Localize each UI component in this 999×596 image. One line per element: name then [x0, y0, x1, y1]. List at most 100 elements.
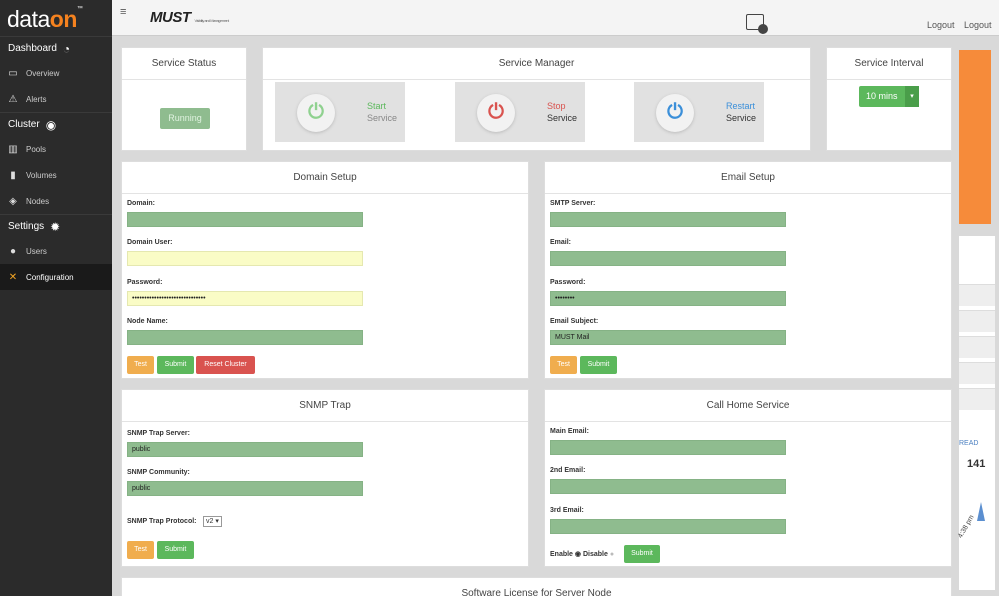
service-interval-panel: Service Interval 10 mins ▾	[826, 47, 952, 151]
panel-title: Domain Setup	[122, 162, 528, 194]
panel-title: SNMP Trap	[122, 390, 528, 422]
email-setup-panel: Email Setup SMTP Server: Email: Password…	[544, 161, 952, 379]
email-label: Email:	[550, 239, 572, 246]
stat-row	[959, 310, 995, 332]
warning-icon: ⚠	[8, 93, 18, 105]
domain-label: Domain:	[127, 200, 155, 207]
power-icon: ⏻	[297, 94, 335, 132]
password-input[interactable]: ••••••••••••••••••••••••••••••	[127, 291, 363, 306]
subject-label: Email Subject:	[550, 318, 599, 325]
main-email-input[interactable]	[550, 440, 786, 455]
test-button[interactable]: Test	[550, 356, 577, 374]
reset-cluster-button[interactable]: Reset Cluster	[196, 356, 255, 374]
enable-label: Enable ◉ Disable ●	[550, 551, 615, 558]
logout-link-2[interactable]: Logout	[964, 20, 992, 30]
submit-button[interactable]: Submit	[157, 356, 194, 374]
interval-dropdown[interactable]: 10 mins ▾	[859, 86, 919, 107]
smtp-label: SMTP Server:	[550, 200, 596, 207]
submit-button[interactable]: Submit	[580, 356, 617, 374]
panel-title: Call Home Service	[545, 390, 951, 422]
email-input[interactable]	[550, 251, 786, 266]
user-icon: ●	[9, 245, 17, 257]
domain-user-input[interactable]	[127, 251, 363, 266]
sidebar-item-overview[interactable]: ▭ Overview	[0, 60, 112, 86]
mini-chart	[959, 502, 991, 521]
panel-title: Email Setup	[545, 162, 951, 194]
third-email-input[interactable]	[550, 519, 786, 534]
gear-icon: ✹	[50, 219, 61, 234]
sidebar-item-users[interactable]: ● Users	[0, 238, 112, 264]
panel-title: Software License for Server Node	[461, 588, 612, 596]
right-sidebar-widgets: READ 141 4:38 pm	[957, 50, 995, 596]
gauge-icon: ◔	[62, 41, 71, 56]
stat-row	[959, 388, 995, 410]
software-license-panel: Software License for Server Node	[121, 577, 952, 596]
test-button[interactable]: Test	[127, 541, 154, 559]
cluster-icon: ◉	[45, 117, 57, 132]
domain-setup-panel: Domain Setup Domain: Domain User: Passwo…	[121, 161, 529, 379]
read-count: 141	[967, 458, 986, 470]
service-manager-panel: Service Manager ⏻ Start Service ⏻ Stop S…	[262, 47, 811, 151]
service-status-panel: Service Status Running	[121, 47, 247, 151]
calendar-clock-icon[interactable]	[746, 14, 768, 34]
panel-title: Service Status	[122, 48, 246, 80]
domain-input[interactable]	[127, 212, 363, 227]
call-home-panel: Call Home Service Main Email: 2nd Email:…	[544, 389, 952, 567]
read-legend: READ	[959, 440, 979, 447]
snmp-community-label: SNMP Community:	[127, 469, 190, 476]
password-label: Password:	[127, 279, 163, 286]
stats-widget: READ 141 4:38 pm	[957, 236, 995, 590]
chart-icon: ▭	[8, 67, 18, 79]
snmp-server-label: SNMP Trap Server:	[127, 430, 190, 437]
domain-user-label: Domain User:	[127, 239, 173, 246]
submit-button[interactable]: Submit	[157, 541, 194, 559]
stat-row	[959, 284, 995, 306]
snmp-trap-panel: SNMP Trap SNMP Trap Server: public SNMP …	[121, 389, 529, 567]
sidebar-section-settings[interactable]: Settings ✹	[0, 214, 112, 238]
must-logo[interactable]: MUST Visibility and Management	[150, 9, 229, 26]
stat-row	[959, 336, 995, 358]
logout-link[interactable]: Logout	[927, 20, 955, 30]
snmp-protocol-label: SNMP Trap Protocol:	[127, 518, 197, 525]
panel-title: Service Manager	[263, 48, 810, 80]
layers-icon: ◈	[9, 195, 17, 207]
caret-down-icon: ▾	[905, 86, 919, 107]
password-label: Password:	[550, 279, 586, 286]
dataon-logo[interactable]: dataon™	[7, 6, 83, 32]
snmp-community-input[interactable]: public	[127, 481, 363, 496]
snmp-protocol-select[interactable]: v2 ▾	[203, 516, 222, 527]
sidebar-item-configuration[interactable]: ✕ Configuration	[0, 264, 112, 290]
top-bar: ≡ MUST Visibility and Management Logout L…	[112, 0, 999, 36]
stat-row	[959, 362, 995, 384]
tools-icon: ✕	[8, 271, 18, 283]
node-name-label: Node Name:	[127, 318, 168, 325]
smtp-input[interactable]	[550, 212, 786, 227]
subject-input[interactable]: MUST Mail	[550, 330, 786, 345]
third-email-label: 3rd Email:	[550, 507, 584, 514]
power-icon: ⏻	[477, 94, 515, 132]
node-name-input[interactable]	[127, 330, 363, 345]
sidebar-item-volumes[interactable]: ▮ Volumes	[0, 162, 112, 188]
sidebar-item-pools[interactable]: ▥ Pools	[0, 136, 112, 162]
stop-service-button[interactable]: ⏻ Stop Service	[455, 82, 585, 142]
email-password-input[interactable]: ••••••••	[550, 291, 786, 306]
orange-widget	[959, 50, 991, 224]
second-email-input[interactable]	[550, 479, 786, 494]
restart-service-button[interactable]: ⏻ Restart Service	[634, 82, 764, 142]
sidebar-section-dashboard[interactable]: Dashboard ◔	[0, 36, 112, 60]
sidebar: dataon™ Dashboard ◔ ▭ Overview ⚠ Alerts Clu…	[0, 0, 112, 596]
status-badge: Running	[160, 108, 210, 129]
sidebar-item-nodes[interactable]: ◈ Nodes	[0, 188, 112, 214]
disable-radio[interactable]: ●	[609, 551, 615, 558]
sidebar-section-cluster[interactable]: Cluster ◉	[0, 112, 112, 136]
menu-icon[interactable]: ≡	[120, 6, 127, 18]
bars-icon: ▥	[8, 143, 18, 155]
panel-title: Service Interval	[827, 48, 951, 80]
test-button[interactable]: Test	[127, 356, 154, 374]
submit-button[interactable]: Submit	[624, 545, 660, 563]
start-service-button[interactable]: ⏻ Start Service	[275, 82, 405, 142]
main-email-label: Main Email:	[550, 428, 589, 435]
snmp-server-input[interactable]: public	[127, 442, 363, 457]
enable-radio[interactable]: ◉	[574, 551, 582, 558]
sidebar-item-alerts[interactable]: ⚠ Alerts	[0, 86, 112, 112]
